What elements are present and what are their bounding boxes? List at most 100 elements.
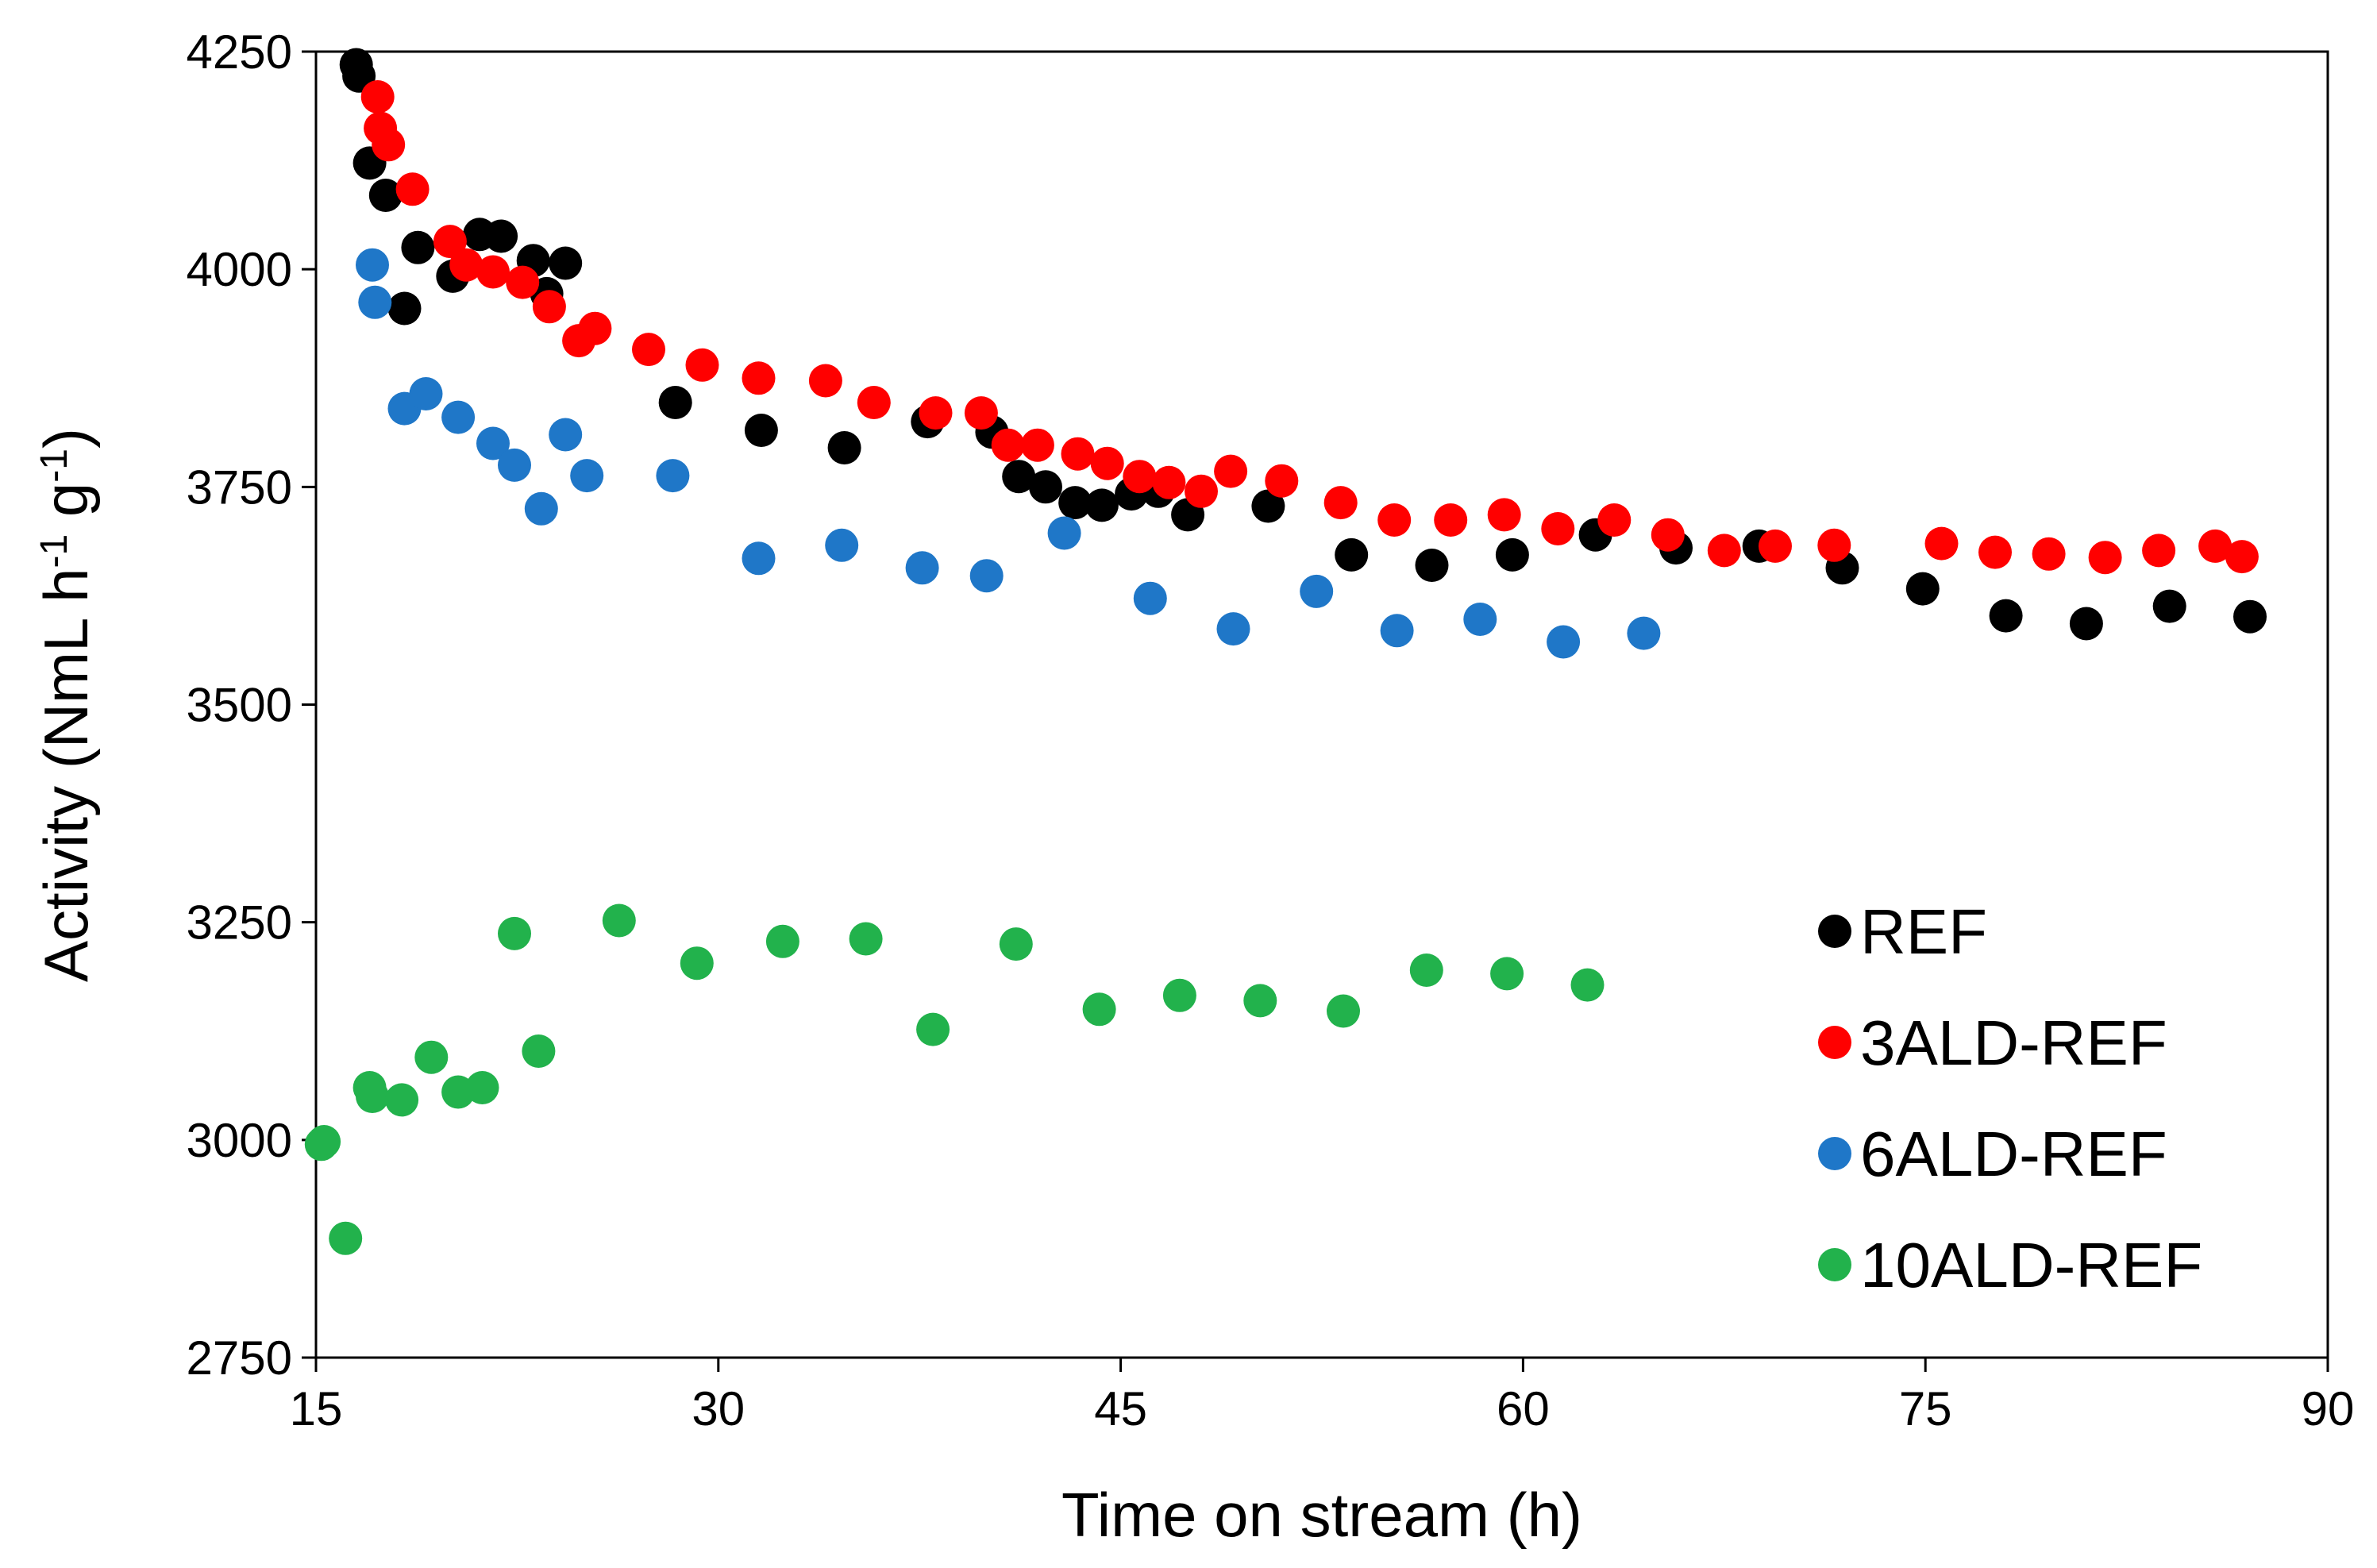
x-axis-title: Time on stream (h) [1061,1480,1582,1550]
data-point-3ald-ref [1152,465,1186,499]
data-point-ref [2233,599,2267,634]
y-tick-label: 4000 [187,243,292,296]
data-point-ref [658,386,692,419]
data-point-6ald-ref [524,491,558,526]
data-point-6ald-ref [969,559,1004,593]
data-point-6ald-ref [549,418,583,452]
data-point-3ald-ref [395,172,430,206]
data-point-10ald-ref [680,946,714,980]
data-point-3ald-ref [1924,526,1959,561]
data-point-6ald-ref [498,448,531,482]
x-tick-label: 90 [2302,1382,2355,1435]
data-point-3ald-ref [808,364,842,398]
data-point-10ald-ref [1327,994,1360,1028]
data-point-10ald-ref [522,1034,556,1068]
data-point-3ald-ref [2142,534,2176,568]
plot-area [314,50,2329,1359]
data-point-3ald-ref [433,225,467,259]
data-point-10ald-ref [414,1040,449,1074]
data-point-ref [1905,572,1940,606]
data-point-ref [401,230,435,264]
data-point-6ald-ref [1380,614,1414,648]
data-point-10ald-ref [498,916,531,950]
series-10ald-ref [304,903,1605,1255]
legend-marker-3ald-ref [1818,1026,1851,1059]
data-point-10ald-ref [1162,978,1196,1012]
data-point-6ald-ref [1216,612,1250,646]
series-3ald-ref [360,80,2259,575]
data-point-3ald-ref [964,396,998,430]
data-point-ref [2069,607,2103,641]
data-point-6ald-ref [1133,581,1167,615]
data-point-6ald-ref [1627,616,1661,650]
data-point-3ald-ref [1817,528,1851,562]
data-point-3ald-ref [685,348,719,382]
data-point-10ald-ref [1243,984,1277,1018]
legend-marker-ref [1818,915,1851,948]
legend-label-ref: REF [1860,896,1987,967]
data-point-3ald-ref [1978,535,2012,569]
data-point-ref [549,246,583,280]
legend: REF 3ALD-REF 6ALD-REF 10ALD-REF [1818,896,2202,1300]
y-axis-title: Activity (NmL h-1 g-1) [31,428,101,982]
data-point-3ald-ref [1434,503,1468,537]
data-point-ref [1415,549,1449,582]
data-point-10ald-ref [1570,968,1605,1002]
data-point-ref [1002,460,1036,494]
data-point-ref [1058,486,1092,520]
data-point-6ald-ref [1547,625,1581,659]
data-point-ref [1029,470,1062,504]
data-point-6ald-ref [441,400,476,434]
data-point-3ald-ref [1061,437,1095,471]
data-point-3ald-ref [742,361,776,395]
data-point-3ald-ref [991,428,1025,462]
data-point-6ald-ref [656,459,690,493]
data-point-10ald-ref [307,1125,341,1158]
x-tick-label: 75 [1899,1382,1952,1435]
data-point-10ald-ref [999,927,1033,961]
data-point-ref [2152,589,2186,623]
data-point-10ald-ref [465,1071,499,1104]
data-point-3ald-ref [919,396,953,430]
data-point-3ald-ref [2032,537,2066,571]
data-point-6ald-ref [905,551,939,585]
data-point-3ald-ref [857,386,891,419]
y-tick-label: 3500 [187,679,292,732]
data-point-6ald-ref [409,377,443,410]
data-point-3ald-ref [360,80,395,114]
data-point-10ald-ref [356,1080,389,1113]
data-point-3ald-ref [578,311,612,345]
x-tick-label: 45 [1094,1382,1147,1435]
y-axis: 2750 3000 3250 3500 3750 4000 4250 [187,25,316,1385]
x-axis: 15 30 45 60 75 90 [290,1358,2355,1435]
legend-label-6ald-ref: 6ALD-REF [1860,1119,2167,1189]
data-point-3ald-ref [1090,446,1124,480]
series-6ald-ref [356,248,1661,659]
data-point-ref [484,219,518,253]
data-point-ref [744,414,778,447]
data-point-3ald-ref [532,290,566,324]
data-point-ref [1084,488,1119,522]
data-point-3ald-ref [1597,503,1632,537]
legend-marker-10ald-ref [1818,1248,1851,1281]
data-point-3ald-ref [372,128,406,162]
data-point-10ald-ref [1409,954,1443,987]
data-point-3ald-ref [449,248,483,282]
data-point-ref [1335,537,1369,572]
data-point-3ald-ref [476,255,510,289]
data-point-10ald-ref [849,922,883,956]
data-point-3ald-ref [1323,486,1358,520]
data-point-6ald-ref [742,541,776,576]
data-point-ref [1495,537,1529,572]
data-point-3ald-ref [1707,534,1741,568]
data-point-10ald-ref [765,924,799,958]
data-point-3ald-ref [1377,503,1412,537]
data-point-6ald-ref [1463,603,1497,636]
x-tick-label: 30 [692,1382,745,1435]
data-point-3ald-ref [1541,512,1575,545]
x-tick-label: 15 [290,1382,343,1435]
data-point-10ald-ref [1082,992,1116,1027]
data-point-3ald-ref [2088,541,2122,575]
data-point-ref [1989,599,2023,633]
data-point-10ald-ref [602,903,636,938]
